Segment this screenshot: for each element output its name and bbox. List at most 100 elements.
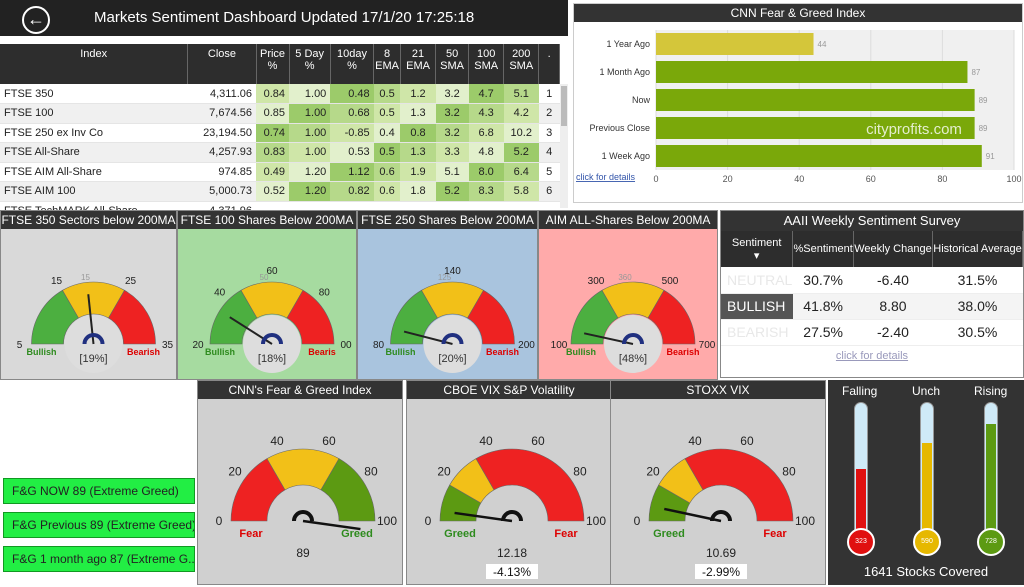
bar[interactable] [656, 89, 975, 111]
aaii-cell: 31.5% [932, 267, 1023, 294]
column-header[interactable]: Index [0, 44, 189, 84]
fg-now-button[interactable]: F&G NOW 89 (Extreme Greed) [3, 478, 195, 504]
table-cell: 7,674.56 [187, 103, 256, 124]
table-row[interactable]: FTSE 100 7,674.56 0.85 1.00 0.68 0.5 1.3 3.2 4.3… [0, 103, 560, 124]
gauge-left-label: Fear [239, 528, 263, 540]
chart-details-link[interactable]: click for details [576, 172, 636, 182]
table-cell: 3.3 [435, 142, 469, 163]
table-row[interactable]: FTSE AIM All-Share 974.85 0.49 1.20 1.12 0.6 1… [0, 162, 560, 182]
gauge-scale-label: 700 [699, 340, 716, 351]
gauge-scale-label: 20 [192, 340, 204, 351]
table-cell: 4,257.93 [187, 142, 256, 163]
aaii-row: BEARISH 27.5% -2.40 30.5% [721, 319, 1023, 346]
gauge-scale-label: 60 [266, 266, 278, 277]
table-cell: 23,194.50 [187, 123, 256, 143]
back-arrow-icon[interactable]: ← [22, 6, 50, 34]
table-cell: 0.82 [330, 181, 374, 202]
aaii-cell: 30.7% [792, 267, 854, 294]
column-header[interactable]: Price % [256, 44, 290, 84]
gauge-pct-box [486, 564, 538, 579]
table-cell: 0.52 [256, 181, 290, 202]
bottom-gauge-svg: 0 20 40 60 80 100 Greed Fear 10.69 -2.99% [634, 434, 815, 579]
table-cell: 1.00 [289, 142, 331, 163]
gauge-scale-label: 15 [51, 276, 63, 287]
bar[interactable] [656, 117, 975, 139]
column-header[interactable]: 21 EMA [400, 44, 437, 84]
gauge-svg: 5 15 25 35 15 Bullish Bearish [19%] [17, 273, 173, 373]
gauge-segment [475, 448, 585, 522]
aaii-cell: 27.5% [792, 319, 854, 346]
table-cell: 1.20 [289, 162, 331, 182]
scrollbar-thumb[interactable] [561, 86, 567, 126]
gauge-title: AIM ALL-Shares Below 200MA [539, 211, 717, 229]
column-header[interactable]: 10day % [330, 44, 375, 84]
column-header[interactable]: Close [187, 44, 257, 84]
aaii-details-link[interactable]: click for details [835, 349, 909, 362]
gauge-scale-label: 140 [444, 266, 461, 277]
gauge-scale-label: 25 [125, 276, 137, 287]
bullish-label: Bullish [385, 347, 415, 357]
aaii-column-header[interactable]: Weekly Change [853, 231, 933, 267]
fg-month-ago-button[interactable]: F&G 1 month ago 87 (Extreme G... [3, 546, 195, 572]
gauge-scale-label: 00 [340, 340, 352, 351]
table-row[interactable]: FTSE All-Share 4,257.93 0.83 1.00 0.53 0.5 1.3… [0, 142, 560, 163]
table-cell: 0.6 [373, 181, 401, 202]
aaii-column-header[interactable]: %Sentiment [792, 231, 854, 267]
aaii-row: BULLISH 41.8% 8.80 38.0% [721, 293, 1023, 320]
bar[interactable] [656, 33, 814, 55]
table-cell: 5.8 [503, 181, 539, 202]
table-cell: 3.2 [435, 84, 469, 104]
bar[interactable] [656, 61, 968, 83]
table-row[interactable]: FTSE 250 ex Inv Co 23,194.50 0.74 1.00 -0.85… [0, 123, 560, 143]
aaii-column-header[interactable]: Sentiment ▾ [721, 231, 794, 267]
rising-thermometer [984, 402, 998, 530]
table-cell: 0.5 [373, 142, 401, 163]
gauge-right-label: Fear [554, 528, 578, 540]
table-scrollbar[interactable] [560, 84, 568, 208]
table-cell: 1.00 [289, 123, 331, 143]
aaii-cell: 38.0% [932, 293, 1023, 320]
table-row[interactable]: FTSE 350 4,311.06 0.84 1.00 0.48 0.5 1.2 3.2 4.7… [0, 84, 560, 104]
gauge-right-label: Greed [341, 528, 373, 540]
watermark: cityprofits.com [866, 121, 962, 138]
bar-value-label: 89 [979, 96, 988, 105]
gauge-bearish-segment [647, 289, 696, 345]
gauge-scale-label: 40 [270, 434, 284, 448]
table-row[interactable]: FTSE AIM 100 5,000.73 0.52 1.20 0.82 0.6 1.8 5.… [0, 181, 560, 202]
fg-previous-button[interactable]: F&G Previous 89 (Extreme Greed) [3, 512, 195, 538]
table-cell: 0.5 [373, 103, 401, 124]
gauge-scale-label: 80 [373, 340, 385, 351]
gauge-hub [622, 333, 644, 345]
gauge-scale-label: 40 [688, 434, 702, 448]
column-header[interactable]: 5 Day % [289, 44, 331, 84]
table-cell: 2 [538, 103, 560, 124]
table-cell: 6 [538, 181, 560, 202]
gauge-bearish-segment [108, 289, 156, 345]
table-cell: FTSE 250 ex Inv Co [0, 123, 188, 143]
column-header[interactable]: 100 SMA [468, 44, 505, 84]
stocks-covered: 1641 Stocks Covered [863, 564, 989, 579]
bottom-gauge-panel: CNN's Fear & Greed Index 0 20 40 60 80 100 Fear… [197, 380, 403, 585]
x-tick-label: 20 [723, 174, 733, 184]
column-header[interactable]: . [538, 44, 560, 84]
bottom-gauge-svg: 0 20 40 60 80 100 Fear Greed 89 [216, 434, 398, 560]
aaii-cell: BULLISH [721, 293, 793, 320]
table-cell: -0.85 [330, 123, 374, 143]
bar[interactable] [656, 145, 982, 167]
column-header[interactable]: 50 SMA [435, 44, 470, 84]
gauge-percent: [48%] [619, 353, 647, 365]
aaii-column-header[interactable]: Historical Average [932, 231, 1024, 267]
gauge-percent: [19%] [79, 353, 107, 365]
gauge-scale-label: 100 [377, 514, 397, 528]
column-header[interactable]: 8 EMA [373, 44, 401, 84]
gauge-scale-label: 300 [588, 276, 605, 287]
gauge-scale-label: 500 [662, 276, 679, 287]
gauge-ghost-label: 360 [618, 273, 632, 282]
bearish-label: Bearish [127, 347, 160, 357]
fear-greed-bar-chart: 0 20 40 60 80 100 1 Year Ago 44 1 Month Ago 87 Now… [576, 30, 1022, 184]
gauge-scale-label: 80 [364, 465, 378, 479]
gauge-scale-label: 100 [551, 340, 568, 351]
column-header[interactable]: 200 SMA [503, 44, 540, 84]
gauge-scale-label: 40 [479, 434, 493, 448]
gauge-hub [441, 333, 464, 345]
